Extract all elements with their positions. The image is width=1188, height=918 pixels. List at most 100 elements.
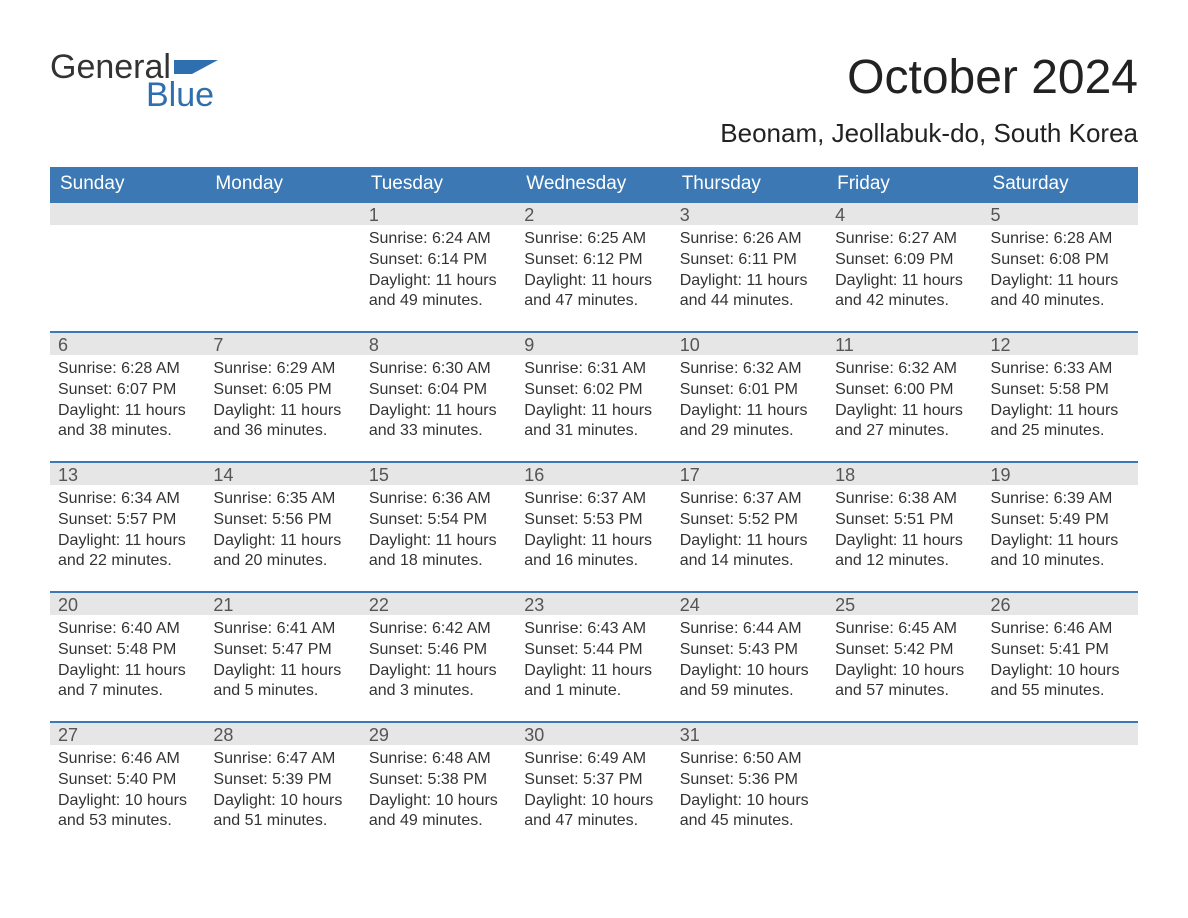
day-content: Sunrise: 6:44 AMSunset: 5:43 PMDaylight:… — [672, 615, 827, 706]
day-number: 4 — [827, 201, 982, 225]
calendar-cell: 22Sunrise: 6:42 AMSunset: 5:46 PMDayligh… — [361, 591, 516, 721]
day-header: Saturday — [983, 167, 1138, 201]
day-number: 27 — [50, 721, 205, 745]
day-number: 9 — [516, 331, 671, 355]
day-number: 8 — [361, 331, 516, 355]
sunrise-text: Sunrise: 6:29 AM — [213, 359, 352, 380]
sunset-text: Sunset: 5:41 PM — [991, 640, 1130, 661]
day-content: Sunrise: 6:43 AMSunset: 5:44 PMDaylight:… — [516, 615, 671, 706]
sunset-text: Sunset: 6:04 PM — [369, 380, 508, 401]
day-number: 30 — [516, 721, 671, 745]
sunrise-text: Sunrise: 6:28 AM — [58, 359, 197, 380]
calendar-cell: 13Sunrise: 6:34 AMSunset: 5:57 PMDayligh… — [50, 461, 205, 591]
day-number: 11 — [827, 331, 982, 355]
calendar-week: 13Sunrise: 6:34 AMSunset: 5:57 PMDayligh… — [50, 461, 1138, 591]
sunset-text: Sunset: 6:02 PM — [524, 380, 663, 401]
day-number: 29 — [361, 721, 516, 745]
calendar-cell: 31Sunrise: 6:50 AMSunset: 5:36 PMDayligh… — [672, 721, 827, 851]
day-content: Sunrise: 6:45 AMSunset: 5:42 PMDaylight:… — [827, 615, 982, 706]
sunrise-text: Sunrise: 6:37 AM — [680, 489, 819, 510]
sunset-text: Sunset: 5:58 PM — [991, 380, 1130, 401]
daylight-text: Daylight: 11 hours and 14 minutes. — [680, 531, 819, 573]
sunrise-text: Sunrise: 6:37 AM — [524, 489, 663, 510]
day-header: Tuesday — [361, 167, 516, 201]
day-number — [983, 721, 1138, 745]
day-number: 1 — [361, 201, 516, 225]
day-header: Wednesday — [516, 167, 671, 201]
daylight-text: Daylight: 10 hours and 45 minutes. — [680, 791, 819, 833]
day-number — [50, 201, 205, 225]
daylight-text: Daylight: 11 hours and 10 minutes. — [991, 531, 1130, 573]
day-number: 26 — [983, 591, 1138, 615]
day-content: Sunrise: 6:41 AMSunset: 5:47 PMDaylight:… — [205, 615, 360, 706]
day-number: 22 — [361, 591, 516, 615]
daylight-text: Daylight: 11 hours and 33 minutes. — [369, 401, 508, 443]
calendar-cell: 3Sunrise: 6:26 AMSunset: 6:11 PMDaylight… — [672, 201, 827, 331]
day-content: Sunrise: 6:46 AMSunset: 5:41 PMDaylight:… — [983, 615, 1138, 706]
day-number: 12 — [983, 331, 1138, 355]
sunset-text: Sunset: 5:40 PM — [58, 770, 197, 791]
calendar-cell: 27Sunrise: 6:46 AMSunset: 5:40 PMDayligh… — [50, 721, 205, 851]
day-content: Sunrise: 6:28 AMSunset: 6:07 PMDaylight:… — [50, 355, 205, 446]
calendar-cell: 29Sunrise: 6:48 AMSunset: 5:38 PMDayligh… — [361, 721, 516, 851]
day-header-row: SundayMondayTuesdayWednesdayThursdayFrid… — [50, 167, 1138, 201]
daylight-text: Daylight: 11 hours and 12 minutes. — [835, 531, 974, 573]
sunrise-text: Sunrise: 6:36 AM — [369, 489, 508, 510]
calendar-cell: 8Sunrise: 6:30 AMSunset: 6:04 PMDaylight… — [361, 331, 516, 461]
sunrise-text: Sunrise: 6:49 AM — [524, 749, 663, 770]
calendar-cell: 14Sunrise: 6:35 AMSunset: 5:56 PMDayligh… — [205, 461, 360, 591]
sunset-text: Sunset: 5:57 PM — [58, 510, 197, 531]
daylight-text: Daylight: 11 hours and 44 minutes. — [680, 271, 819, 313]
day-content: Sunrise: 6:32 AMSunset: 6:01 PMDaylight:… — [672, 355, 827, 446]
day-number: 14 — [205, 461, 360, 485]
calendar-cell: 28Sunrise: 6:47 AMSunset: 5:39 PMDayligh… — [205, 721, 360, 851]
daylight-text: Daylight: 11 hours and 25 minutes. — [991, 401, 1130, 443]
location-subtitle: Beonam, Jeollabuk-do, South Korea — [50, 118, 1138, 149]
calendar-cell: 12Sunrise: 6:33 AMSunset: 5:58 PMDayligh… — [983, 331, 1138, 461]
calendar-cell: 5Sunrise: 6:28 AMSunset: 6:08 PMDaylight… — [983, 201, 1138, 331]
calendar-week: 6Sunrise: 6:28 AMSunset: 6:07 PMDaylight… — [50, 331, 1138, 461]
day-number: 25 — [827, 591, 982, 615]
sunset-text: Sunset: 5:47 PM — [213, 640, 352, 661]
daylight-text: Daylight: 11 hours and 38 minutes. — [58, 401, 197, 443]
calendar-cell: 25Sunrise: 6:45 AMSunset: 5:42 PMDayligh… — [827, 591, 982, 721]
calendar-cell: 11Sunrise: 6:32 AMSunset: 6:00 PMDayligh… — [827, 331, 982, 461]
sunrise-text: Sunrise: 6:25 AM — [524, 229, 663, 250]
sunset-text: Sunset: 5:54 PM — [369, 510, 508, 531]
day-number: 31 — [672, 721, 827, 745]
sunset-text: Sunset: 5:36 PM — [680, 770, 819, 791]
day-content: Sunrise: 6:28 AMSunset: 6:08 PMDaylight:… — [983, 225, 1138, 316]
day-number: 3 — [672, 201, 827, 225]
calendar-cell: 17Sunrise: 6:37 AMSunset: 5:52 PMDayligh… — [672, 461, 827, 591]
day-content: Sunrise: 6:29 AMSunset: 6:05 PMDaylight:… — [205, 355, 360, 446]
sunrise-text: Sunrise: 6:43 AM — [524, 619, 663, 640]
day-content: Sunrise: 6:33 AMSunset: 5:58 PMDaylight:… — [983, 355, 1138, 446]
day-content: Sunrise: 6:39 AMSunset: 5:49 PMDaylight:… — [983, 485, 1138, 576]
daylight-text: Daylight: 11 hours and 29 minutes. — [680, 401, 819, 443]
calendar-cell: 18Sunrise: 6:38 AMSunset: 5:51 PMDayligh… — [827, 461, 982, 591]
sunset-text: Sunset: 5:44 PM — [524, 640, 663, 661]
daylight-text: Daylight: 11 hours and 36 minutes. — [213, 401, 352, 443]
sunrise-text: Sunrise: 6:44 AM — [680, 619, 819, 640]
sunrise-text: Sunrise: 6:30 AM — [369, 359, 508, 380]
sunset-text: Sunset: 5:46 PM — [369, 640, 508, 661]
day-content: Sunrise: 6:26 AMSunset: 6:11 PMDaylight:… — [672, 225, 827, 316]
sunset-text: Sunset: 5:48 PM — [58, 640, 197, 661]
daylight-text: Daylight: 10 hours and 51 minutes. — [213, 791, 352, 833]
calendar-cell: 16Sunrise: 6:37 AMSunset: 5:53 PMDayligh… — [516, 461, 671, 591]
daylight-text: Daylight: 11 hours and 1 minute. — [524, 661, 663, 703]
calendar-cell: 1Sunrise: 6:24 AMSunset: 6:14 PMDaylight… — [361, 201, 516, 331]
day-content: Sunrise: 6:30 AMSunset: 6:04 PMDaylight:… — [361, 355, 516, 446]
daylight-text: Daylight: 11 hours and 47 minutes. — [524, 271, 663, 313]
day-content: Sunrise: 6:31 AMSunset: 6:02 PMDaylight:… — [516, 355, 671, 446]
calendar-cell: 30Sunrise: 6:49 AMSunset: 5:37 PMDayligh… — [516, 721, 671, 851]
sunrise-text: Sunrise: 6:41 AM — [213, 619, 352, 640]
day-content: Sunrise: 6:47 AMSunset: 5:39 PMDaylight:… — [205, 745, 360, 836]
daylight-text: Daylight: 10 hours and 53 minutes. — [58, 791, 197, 833]
calendar-week: 20Sunrise: 6:40 AMSunset: 5:48 PMDayligh… — [50, 591, 1138, 721]
sunrise-text: Sunrise: 6:40 AM — [58, 619, 197, 640]
day-number: 28 — [205, 721, 360, 745]
calendar-cell: 6Sunrise: 6:28 AMSunset: 6:07 PMDaylight… — [50, 331, 205, 461]
day-number: 10 — [672, 331, 827, 355]
calendar-cell — [827, 721, 982, 851]
